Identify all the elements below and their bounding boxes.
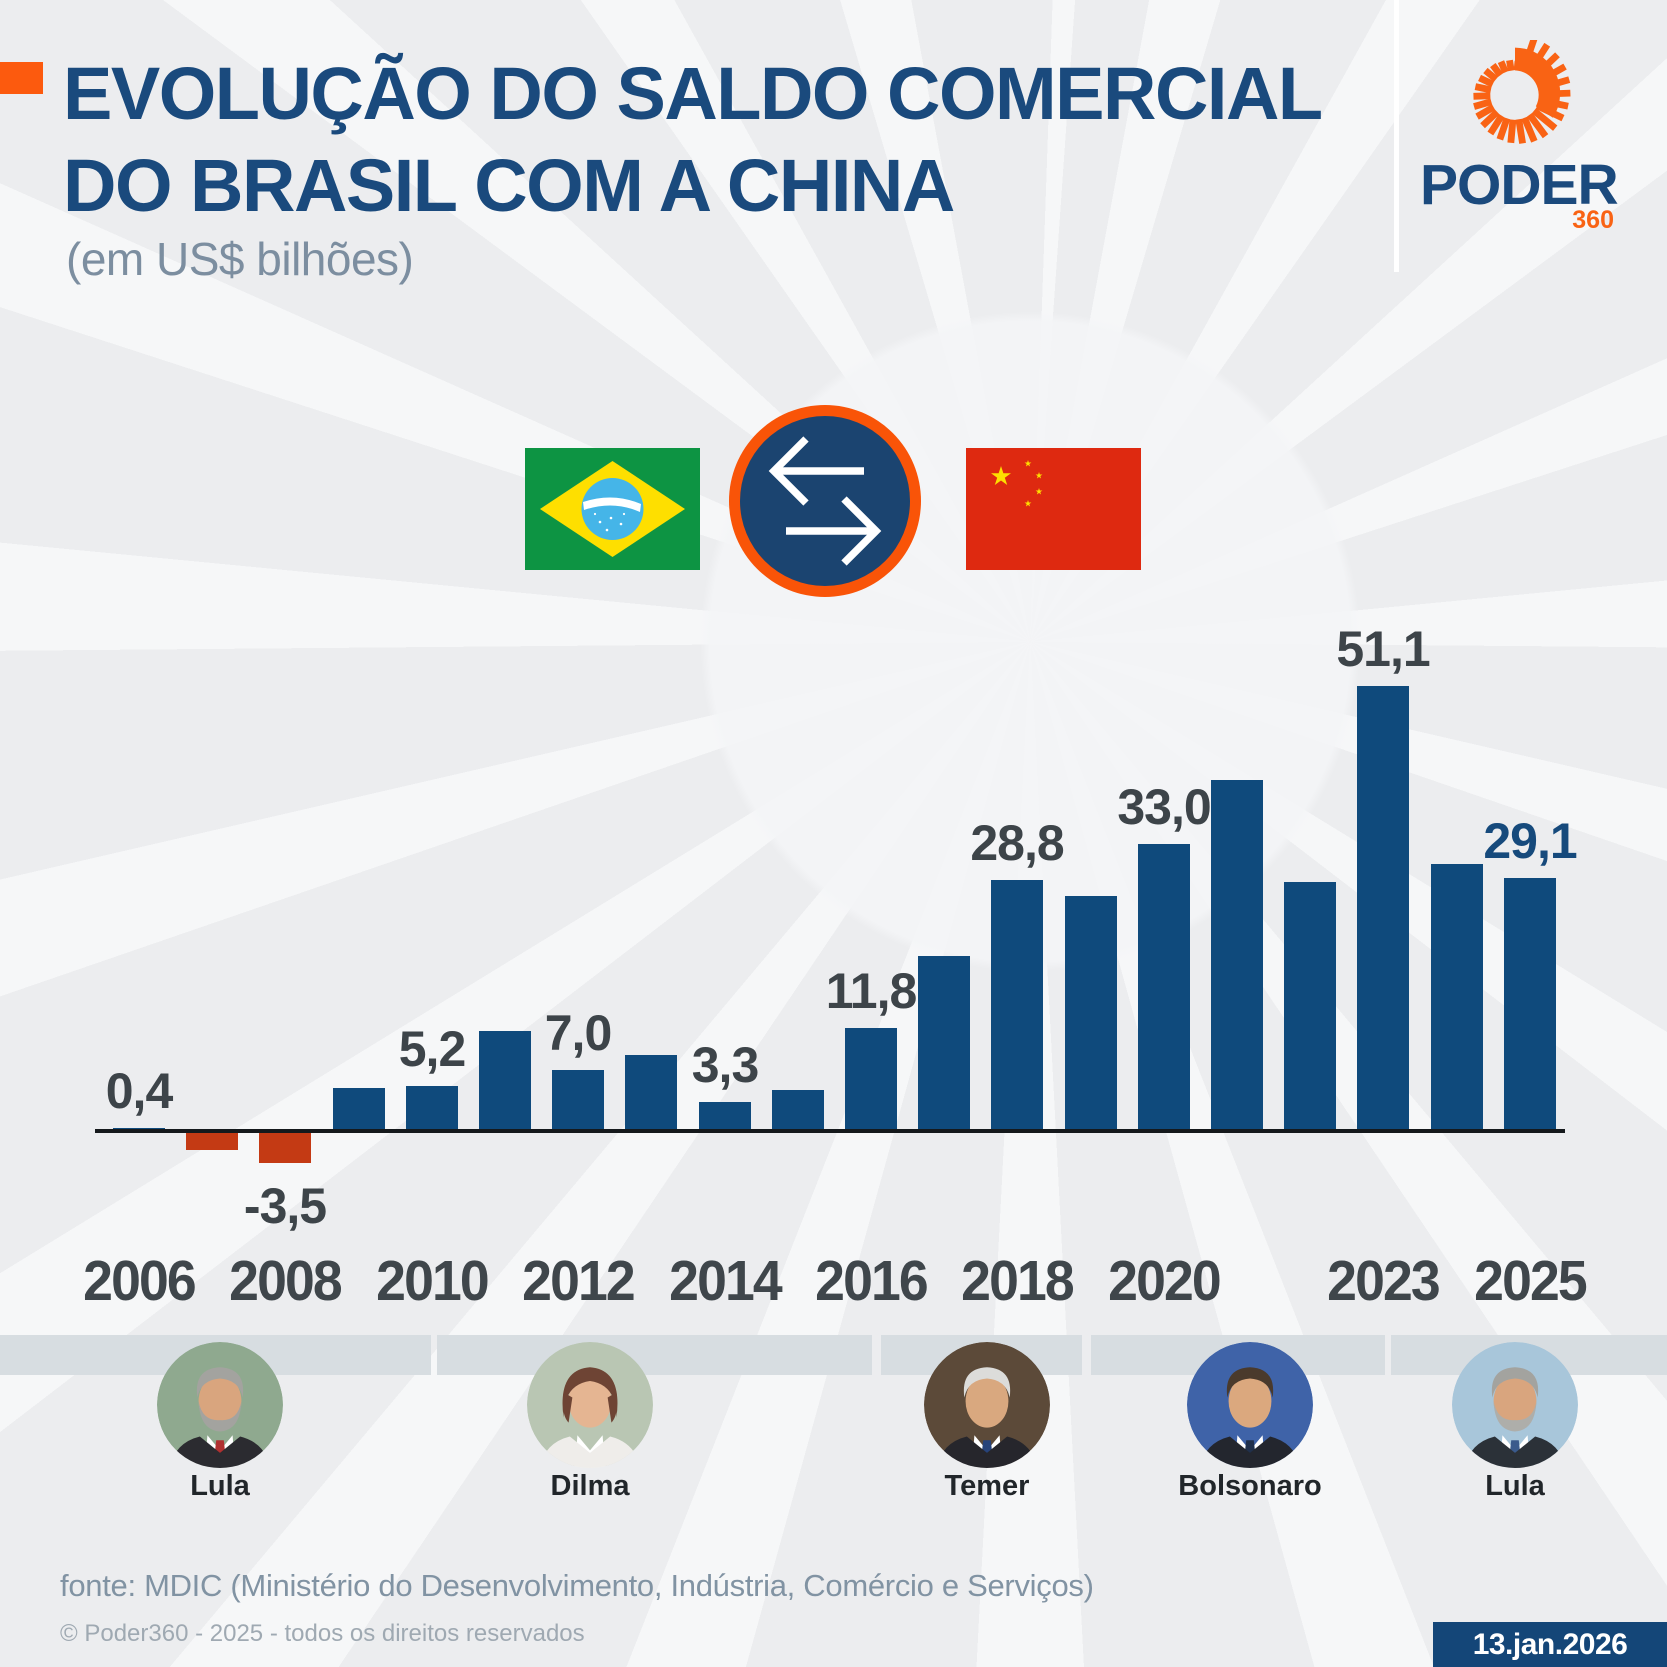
bar-value-label-2020: 33,0 [1117,779,1211,835]
president-photo-lula-4 [1452,1342,1578,1468]
president-photo-dilma-1 [527,1342,653,1468]
bar-2021 [1211,780,1263,1131]
poder360-sunburst-icon [1473,36,1571,144]
bar-value-label-2025: 29,1 [1483,813,1577,869]
copyright-note: © Poder360 - 2025 - todos os direitos re… [60,1620,585,1647]
x-tick-2018: 2018 [961,1249,1075,1313]
x-tick-2008: 2008 [229,1249,343,1313]
x-tick-2016: 2016 [815,1249,929,1313]
bar-2023 [1357,686,1409,1131]
x-tick-2010: 2010 [376,1249,490,1313]
bar-2008 [259,1133,311,1163]
bar-2014 [699,1102,751,1131]
bar-2015 [772,1090,824,1131]
title-line2: DO BRASIL COM A CHINA [63,144,955,227]
bar-value-label-2010: 5,2 [398,1021,467,1077]
bar-value-label-2012: 7,0 [544,1005,613,1061]
bar-2025 [1504,878,1556,1131]
x-axis-line [95,1129,1565,1133]
x-tick-2014: 2014 [669,1249,783,1313]
president-name-dilma-1: Dilma [550,1470,630,1502]
bar-2007 [186,1133,238,1150]
bar-value-label-2008: -3,5 [243,1178,327,1234]
source-note: fonte: MDIC (Ministério do Desenvolvimen… [60,1568,1094,1603]
page-subtitle: (em US$ bilhões) [66,233,414,285]
bar-value-label-2023: 51,1 [1336,621,1430,677]
president-name-bolsonaro-3: Bolsonaro [1178,1470,1322,1502]
bar-2010 [406,1086,458,1131]
bar-2024 [1431,864,1483,1131]
title-line1: EVOLUÇÃO DO SALDO COMERCIAL [63,52,1323,135]
transfer-arrows-icon [729,405,921,597]
president-photo-temer-2 [924,1342,1050,1468]
president-photo-lula-0 [157,1342,283,1468]
bar-2009 [333,1088,385,1131]
bar-2011 [479,1031,531,1131]
header-divider [1394,0,1399,272]
poder360-logo: PODER 360 [1420,36,1620,240]
date-badge: 13.jan.2026 [1433,1622,1667,1667]
date-text: 13.jan.2026 [1472,1627,1628,1661]
bar-2013 [625,1055,677,1131]
bar-value-label-2006: 0,4 [105,1063,174,1119]
x-tick-2006: 2006 [83,1249,197,1313]
bar-2019 [1065,896,1117,1131]
president-name-temer-2: Temer [944,1470,1030,1502]
page-title: EVOLUÇÃO DO SALDO COMERCIAL DO BRASIL CO… [63,48,1363,232]
bar-2012 [552,1070,604,1131]
x-tick-2020: 2020 [1108,1249,1222,1313]
president-name-lula-4: Lula [1485,1470,1545,1502]
accent-square [0,62,43,94]
term-band-dilma-1 [437,1335,872,1375]
x-tick-2025: 2025 [1474,1249,1588,1313]
logo-wordmark: PODER [1420,153,1619,217]
logo-360: 360 [1572,206,1614,234]
bar-2022 [1284,882,1336,1131]
x-tick-2012: 2012 [522,1249,636,1313]
brazil-flag [525,448,700,570]
president-photo-bolsonaro-3 [1187,1342,1313,1468]
bar-value-label-2014: 3,3 [691,1037,760,1093]
china-flag [966,448,1141,570]
bar-2017 [918,956,970,1131]
bar-2020 [1138,844,1190,1131]
president-name-lula-0: Lula [190,1470,250,1502]
bar-2016 [845,1028,897,1131]
bar-2018 [991,880,1043,1131]
x-tick-2023: 2023 [1327,1249,1441,1313]
bar-value-label-2018: 28,8 [970,815,1064,871]
bar-value-label-2016: 11,8 [825,963,918,1019]
